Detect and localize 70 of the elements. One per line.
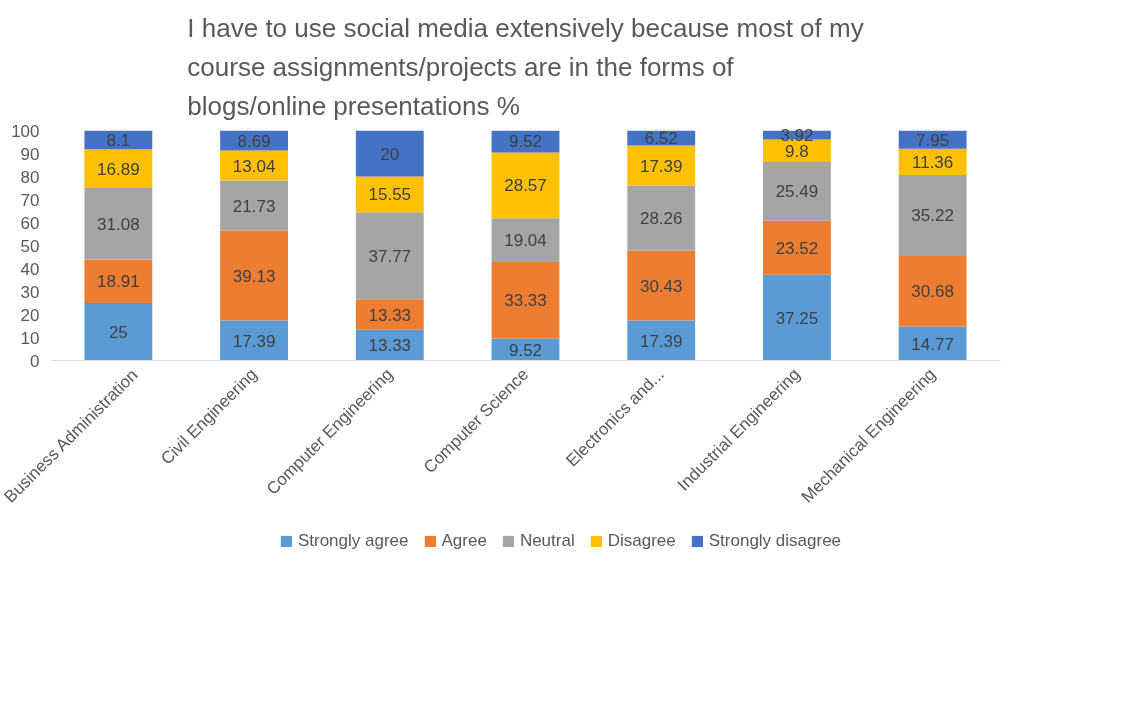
- data-label: 30.68: [911, 282, 954, 302]
- y-tick-label: 0: [30, 351, 40, 371]
- bar: [627, 145, 696, 186]
- bar: [84, 188, 153, 260]
- data-label: 33.33: [504, 291, 547, 311]
- bar: [763, 220, 831, 275]
- data-label: 8.69: [237, 131, 271, 151]
- data-label: 7.95: [916, 130, 950, 150]
- data-label: 21.73: [232, 196, 276, 216]
- legend-label: Neutral: [519, 531, 575, 551]
- data-label: 18.91: [97, 272, 140, 292]
- data-label: 11.36: [912, 152, 954, 172]
- data-label: 13.33: [368, 305, 412, 325]
- bar: [763, 274, 831, 361]
- data-label: 14.77: [911, 334, 954, 354]
- y-tick-label: 10: [20, 328, 40, 348]
- data-label: 19.04: [504, 231, 547, 251]
- data-label: 9.52: [508, 340, 543, 360]
- data-label: 17.39: [232, 331, 276, 351]
- bar: [898, 174, 967, 256]
- data-label: 23.52: [775, 238, 819, 258]
- bar: [355, 130, 424, 177]
- data-label: 20: [380, 144, 400, 164]
- data-label: 28.26: [639, 209, 683, 229]
- data-label: 9.52: [508, 132, 543, 152]
- bar: [491, 218, 560, 262]
- y-tick-label: 40: [20, 259, 40, 279]
- bar: [491, 261, 560, 339]
- legend-label: Strongly agree: [297, 531, 409, 551]
- data-label: 9.8: [785, 141, 809, 161]
- chart-title: I have to use social media extensively because most of my course assignments/projects are in the forms of blogs/online presentations %: [187, 12, 864, 121]
- y-tick-label: 60: [20, 213, 40, 233]
- data-label: 39.13: [232, 266, 276, 286]
- legend-label: Disagree: [607, 531, 676, 551]
- data-label: 25.49: [775, 182, 819, 202]
- data-label: 17.39: [639, 331, 683, 351]
- data-label: 13.33: [368, 336, 412, 356]
- data-label: 37.25: [775, 308, 819, 328]
- y-tick-label: 30: [20, 282, 40, 302]
- data-label: 35.22: [911, 206, 954, 226]
- y-tick-label: 20: [20, 305, 40, 325]
- y-tick-label: 90: [20, 144, 40, 164]
- bar: [627, 250, 696, 321]
- y-tick-label: 50: [20, 236, 40, 256]
- data-label: 16.89: [97, 159, 140, 179]
- data-label: 37.77: [368, 246, 412, 266]
- y-tick-label: 70: [20, 190, 40, 210]
- legend-label: Agree: [441, 531, 487, 551]
- data-label: 6.52: [644, 129, 678, 149]
- data-label: 15.55: [368, 185, 412, 205]
- y-tick-label: 100: [11, 121, 40, 141]
- legend-label: Strongly disagree: [708, 531, 842, 551]
- bar: [355, 212, 424, 300]
- bar: [220, 230, 288, 321]
- y-tick-label: 80: [20, 167, 40, 187]
- bar: [763, 162, 831, 221]
- data-label: 28.57: [504, 176, 547, 196]
- bar: [627, 185, 696, 251]
- bar: [84, 303, 153, 361]
- bar: [898, 255, 967, 327]
- bar: [491, 152, 560, 219]
- data-label: 13.04: [232, 156, 276, 176]
- data-label: 25: [108, 322, 128, 342]
- bar: [84, 149, 153, 189]
- bar: [220, 180, 288, 231]
- data-label: 31.08: [97, 214, 140, 234]
- data-label: 17.39: [639, 156, 683, 176]
- data-label: 8.1: [106, 130, 131, 150]
- bar: [84, 259, 153, 303]
- data-label: 30.43: [639, 276, 683, 296]
